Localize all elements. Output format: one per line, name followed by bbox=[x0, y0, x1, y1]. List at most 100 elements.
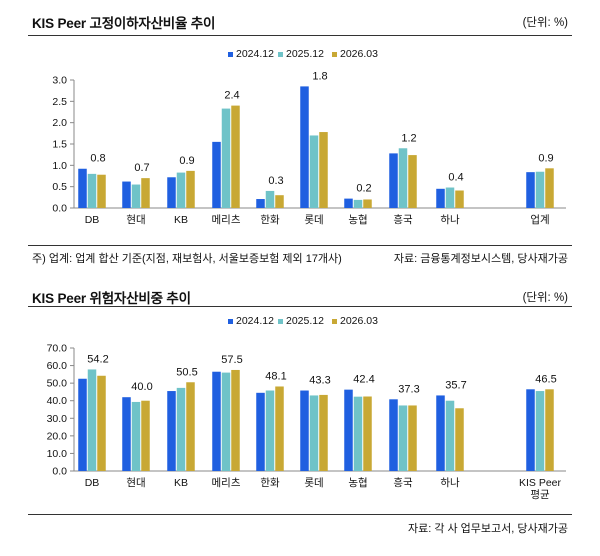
chart1-bottom-rule bbox=[28, 245, 572, 246]
data-label-7: 1.2 bbox=[401, 132, 416, 144]
x-tick-label-6: 농협 bbox=[348, 476, 367, 489]
data-label-9: 0.9 bbox=[538, 152, 553, 164]
bar-2024.12-0 bbox=[78, 378, 87, 471]
data-label-0: 0.8 bbox=[90, 153, 105, 165]
bar-2025.12-1 bbox=[131, 184, 141, 208]
y-tick-label: 3.0 bbox=[52, 75, 67, 87]
bar-2026.03-2 bbox=[186, 382, 195, 471]
x-tick-label-9: 평균 bbox=[530, 489, 550, 501]
bar-2026.03-4 bbox=[275, 195, 284, 208]
y-tick-label: 60.0 bbox=[47, 360, 68, 372]
bar-2025.12-7 bbox=[398, 148, 408, 208]
bar-2025.12-7 bbox=[398, 405, 408, 471]
bar-2025.12-6 bbox=[353, 396, 363, 471]
legend-label-1: 2025.12 bbox=[286, 315, 324, 327]
bar-2024.12-9 bbox=[526, 389, 535, 471]
y-tick-label: 10.0 bbox=[47, 448, 68, 460]
legend-label-2: 2026.03 bbox=[340, 315, 378, 327]
chart2-top-rule bbox=[28, 306, 572, 307]
chart1-source: 자료: 금융통계정보시스템, 당사재가공 bbox=[393, 253, 568, 265]
data-label-4: 0.3 bbox=[268, 175, 283, 187]
data-label-5: 43.3 bbox=[309, 375, 330, 387]
x-tick-label-5: 롯데 bbox=[304, 214, 323, 226]
chart2-plot: 2024.12 2025.12 2026.03 0.0 10.0 20.0 30.0 40.0… bbox=[47, 315, 566, 501]
x-tick-label-6: 농협 bbox=[348, 213, 367, 226]
data-label-7: 37.3 bbox=[398, 383, 419, 395]
bar-2024.12-2 bbox=[167, 177, 176, 208]
x-tick-label-3: 메리츠 bbox=[212, 214, 241, 226]
bar-2025.12-5 bbox=[309, 135, 319, 208]
y-tick-label: 40.0 bbox=[47, 395, 68, 407]
bar-2024.12-7 bbox=[389, 399, 398, 471]
bar-2025.12-3 bbox=[221, 108, 231, 208]
bar-2026.03-8 bbox=[455, 408, 464, 471]
bar-2024.12-5 bbox=[300, 390, 309, 471]
legend-swatch-0 bbox=[228, 52, 233, 57]
data-label-6: 42.4 bbox=[353, 374, 374, 386]
y-tick-label: 50.0 bbox=[47, 378, 68, 390]
data-label-9: 46.5 bbox=[535, 373, 556, 385]
x-tick-label-2: KB bbox=[174, 477, 188, 489]
chart2-unit: (단위: %) bbox=[522, 292, 568, 304]
data-label-8: 35.7 bbox=[445, 379, 466, 391]
bar-2026.03-1 bbox=[141, 178, 150, 208]
y-tick-label: 2.5 bbox=[52, 96, 67, 108]
legend-label-2: 2026.03 bbox=[340, 48, 378, 60]
bar-2025.12-0 bbox=[87, 369, 97, 471]
y-tick-label: 30.0 bbox=[47, 413, 68, 425]
bar-2025.12-2 bbox=[176, 387, 186, 471]
bar-2025.12-4 bbox=[265, 390, 275, 471]
bar-2024.12-8 bbox=[436, 395, 445, 471]
legend-swatch-1 bbox=[278, 319, 283, 324]
bar-2026.03-0 bbox=[97, 174, 106, 208]
bar-2024.12-6 bbox=[344, 389, 353, 471]
bar-2024.12-7 bbox=[389, 153, 398, 208]
bar-2024.12-1 bbox=[122, 397, 131, 471]
legend-label-0: 2024.12 bbox=[236, 48, 274, 60]
x-tick-label-4: 한화 bbox=[260, 477, 280, 489]
y-tick-label: 20.0 bbox=[47, 430, 68, 442]
data-label-1: 40.0 bbox=[131, 381, 152, 393]
bar-2025.12-8 bbox=[445, 187, 455, 208]
bar-2025.12-4 bbox=[265, 190, 275, 208]
bar-2025.12-9 bbox=[535, 391, 545, 471]
data-label-3: 57.5 bbox=[221, 354, 242, 366]
bar-2025.12-0 bbox=[87, 173, 97, 208]
x-tick-label-1: 현대 bbox=[126, 477, 145, 489]
x-tick-label-2: KB bbox=[174, 214, 188, 226]
data-label-1: 0.7 bbox=[134, 162, 149, 174]
bar-2024.12-1 bbox=[122, 181, 131, 208]
bar-2024.12-6 bbox=[344, 198, 353, 208]
bar-2024.12-8 bbox=[436, 188, 445, 208]
bar-2025.12-6 bbox=[353, 199, 363, 208]
x-tick-label-4: 한화 bbox=[260, 214, 280, 226]
bar-2024.12-4 bbox=[256, 392, 265, 471]
bar-2026.03-5 bbox=[319, 394, 328, 471]
chart1-note: 주) 업계: 업계 합산 기준(지점, 재보험사, 서울보증보험 제외 17개사… bbox=[32, 253, 342, 265]
bar-2026.03-7 bbox=[408, 155, 417, 208]
y-tick-label: 0.0 bbox=[52, 203, 67, 215]
legend-swatch-2 bbox=[332, 52, 337, 57]
x-tick-label-8: 하나 bbox=[440, 213, 460, 226]
x-tick-label-9: KIS Peer bbox=[519, 477, 562, 489]
bar-2026.03-8 bbox=[455, 190, 464, 208]
bar-2024.12-3 bbox=[212, 141, 221, 208]
x-tick-label-5: 롯데 bbox=[304, 477, 323, 489]
bar-2024.12-5 bbox=[300, 86, 309, 208]
bar-2026.03-2 bbox=[186, 170, 195, 208]
bar-2025.12-1 bbox=[131, 401, 141, 471]
bar-2024.12-4 bbox=[256, 199, 265, 208]
data-label-5: 1.8 bbox=[312, 70, 327, 82]
y-tick-label: 2.0 bbox=[52, 117, 67, 129]
data-label-8: 0.4 bbox=[448, 172, 463, 184]
x-tick-label-0: DB bbox=[85, 477, 100, 489]
chart1-plot: 2024.12 2025.12 2026.03 0.0 0.5 1.0 1.5 2.0 2.5 3… bbox=[52, 48, 566, 226]
data-label-6: 0.2 bbox=[356, 183, 371, 195]
bar-2026.03-1 bbox=[141, 400, 150, 471]
bar-2024.12-2 bbox=[167, 391, 176, 471]
x-tick-label-0: DB bbox=[85, 214, 100, 226]
bar-2025.12-2 bbox=[176, 172, 186, 208]
bar-2026.03-3 bbox=[231, 369, 240, 471]
bar-2026.03-3 bbox=[231, 105, 240, 208]
bar-2026.03-7 bbox=[408, 405, 417, 471]
